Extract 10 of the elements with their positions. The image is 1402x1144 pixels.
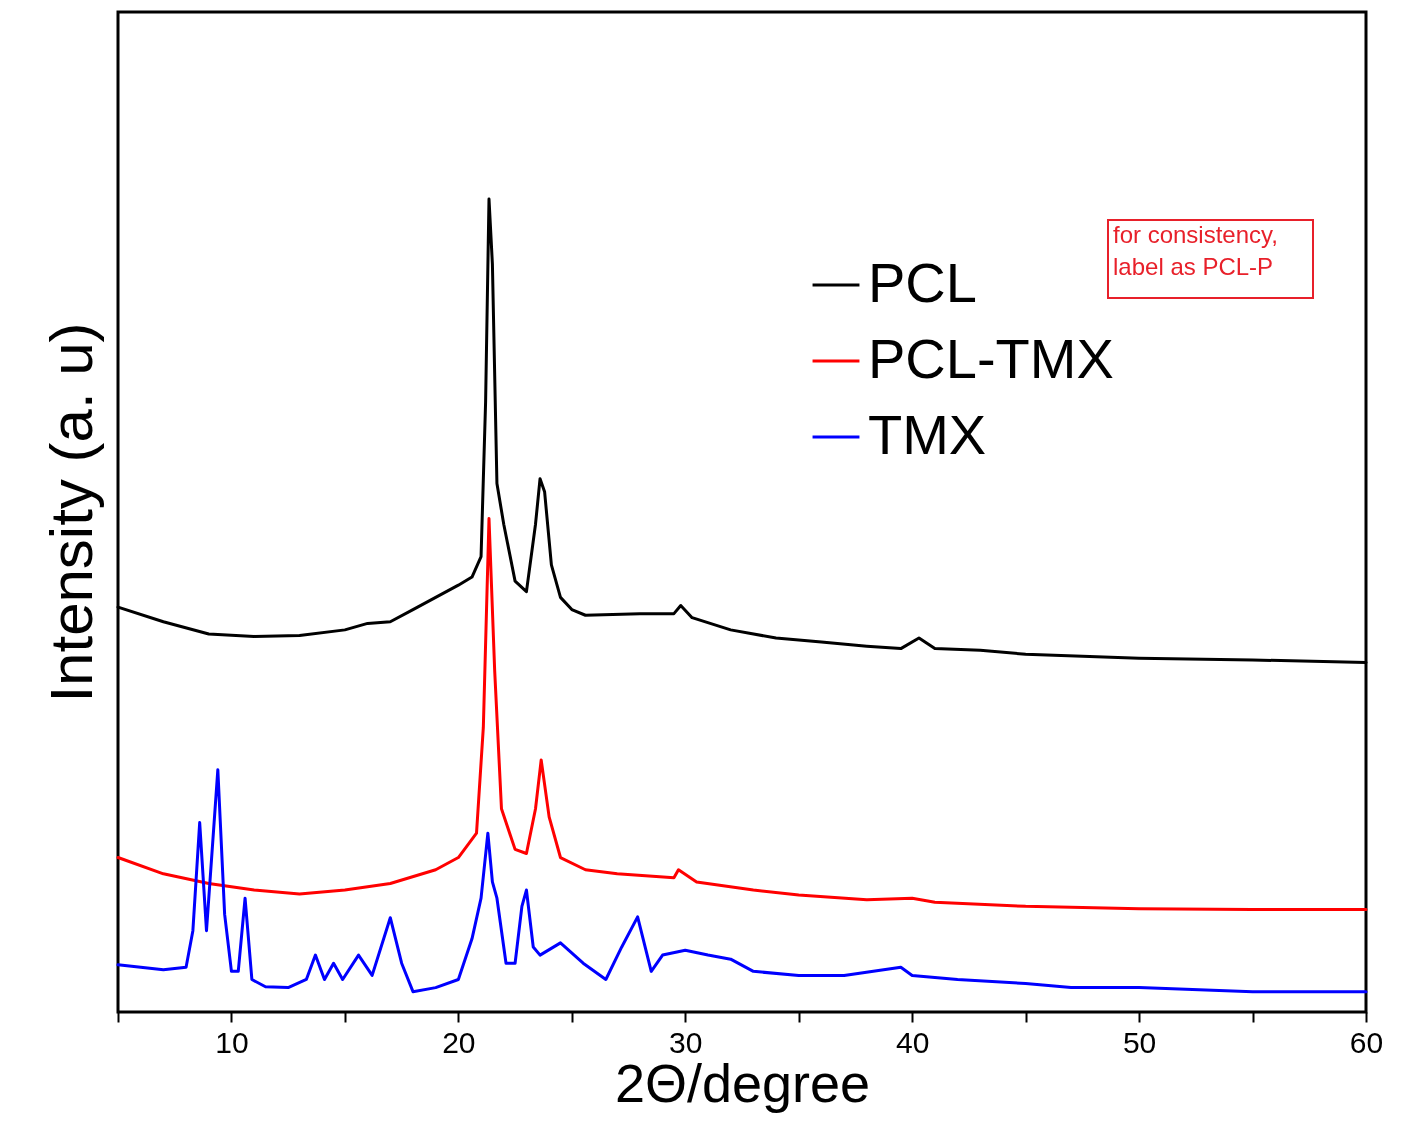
x-tick-label: 60 <box>1349 1025 1384 1059</box>
x-tick-label: 40 <box>895 1025 930 1059</box>
legend-label: PCL-TMX <box>868 327 1114 390</box>
legend-label: PCL <box>868 251 977 314</box>
y-axis-title: Intensity (a. u) <box>37 322 105 703</box>
x-tick-label: 50 <box>1122 1025 1157 1059</box>
x-tick-label: 20 <box>442 1025 476 1059</box>
x-tick-label: 10 <box>215 1025 249 1059</box>
annotation: for consistency, label as PCL-P <box>1113 221 1278 280</box>
legend-label: TMX <box>868 403 987 466</box>
